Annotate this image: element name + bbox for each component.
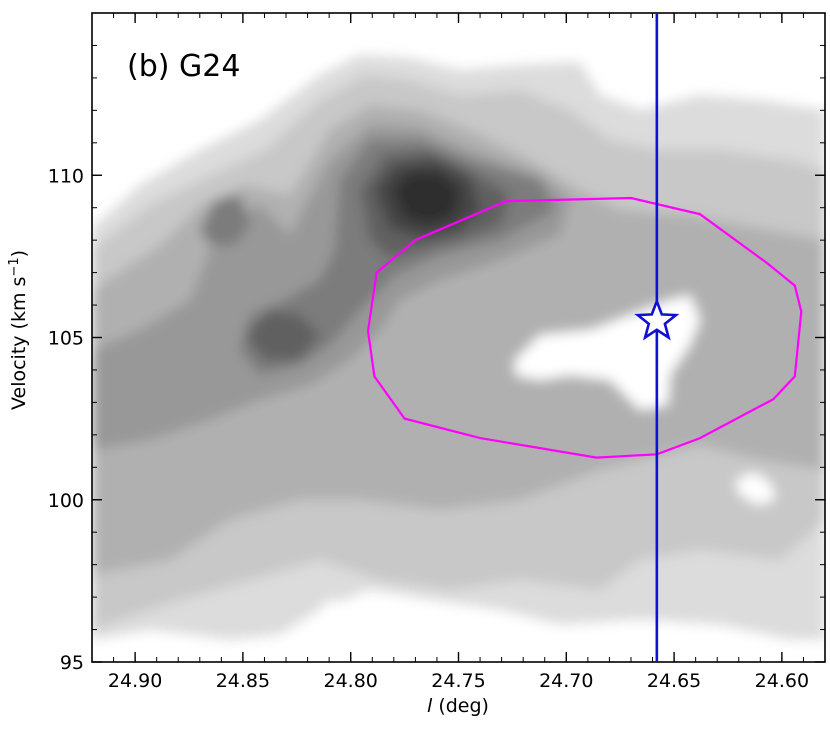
x-tick-label: 24.70 [539, 670, 593, 692]
contour-hole-right [735, 472, 775, 505]
x-tick-label: 24.90 [108, 670, 162, 692]
y-axis-ticks: 95 100 105 110 [48, 12, 825, 674]
y-tick-label: 105 [48, 328, 84, 350]
ellipse-outline [366, 196, 803, 459]
x-tick-label: 24.85 [216, 670, 270, 692]
x-tick-label: 24.60 [755, 670, 809, 692]
x-tick-label: 24.65 [647, 670, 701, 692]
x-axis-ticks: 24.90 24.85 24.80 24.75 24.70 24.65 24.60 [91, 13, 826, 692]
y-axis-label: Velocity (km s−1) [7, 250, 31, 410]
y-tick-label: 95 [60, 652, 84, 674]
y-tick-label: 110 [48, 165, 84, 187]
x-axis-label: l (deg) [427, 695, 489, 717]
contour-hole-bottom [92, 590, 825, 662]
star-marker [634, 297, 680, 341]
x-tick-label: 24.80 [324, 670, 378, 692]
contour-map [92, 55, 825, 662]
y-tick-label: 100 [48, 490, 84, 512]
x-tick-label: 24.75 [431, 670, 485, 692]
panel-label: (b) G24 [127, 49, 240, 84]
contour-level-8 [392, 172, 460, 225]
